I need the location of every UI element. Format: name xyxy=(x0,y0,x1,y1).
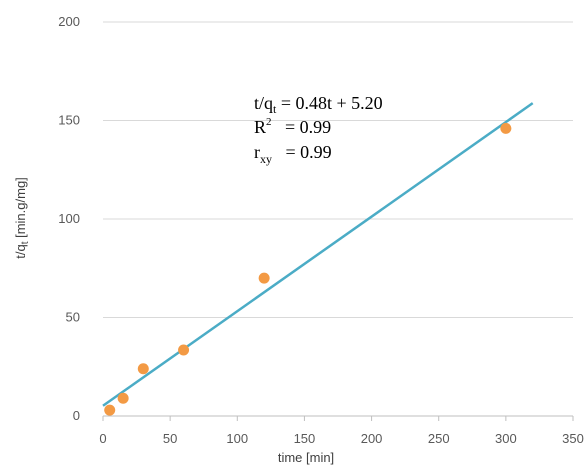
x-tick-label-200: 200 xyxy=(361,431,383,446)
y-tick-label-150: 150 xyxy=(58,113,80,128)
x-tick-label-150: 150 xyxy=(294,431,316,446)
r-squared-label: R2 = 0.99 xyxy=(254,116,331,137)
x-tick-label-300: 300 xyxy=(495,431,517,446)
y-tick-labels: 0 50 100 150 200 xyxy=(58,14,80,423)
trendline-equation: t/qt = 0.48t + 5.20 xyxy=(254,93,383,116)
x-tick-label-0: 0 xyxy=(99,431,106,446)
gridlines xyxy=(102,21,574,421)
trendline-group xyxy=(102,102,534,407)
x-tick-label-250: 250 xyxy=(428,431,450,446)
x-tick-label-350: 350 xyxy=(562,431,584,446)
data-point-6 xyxy=(500,122,512,134)
rxy-label: rxy = 0.99 xyxy=(254,142,332,166)
data-point-3 xyxy=(137,363,149,375)
y-tick-label-50: 50 xyxy=(66,310,80,325)
x-tick-label-100: 100 xyxy=(226,431,248,446)
y-axis-title: t/qt [min.g/mg] xyxy=(13,177,31,259)
data-point-1 xyxy=(104,404,116,416)
y-tick-label-100: 100 xyxy=(58,211,80,226)
data-point-5 xyxy=(258,272,270,284)
data-point-2 xyxy=(117,392,129,404)
x-axis-title: time [min] xyxy=(278,450,334,465)
x-tick-labels: 0 50 100 150 200 250 300 350 xyxy=(99,431,583,446)
y-tick-label-0: 0 xyxy=(73,408,80,423)
data-points xyxy=(104,122,512,416)
y-tick-label-200: 200 xyxy=(58,14,80,29)
trendline xyxy=(102,102,534,407)
x-tick-label-50: 50 xyxy=(163,431,177,446)
data-point-4 xyxy=(178,344,190,356)
